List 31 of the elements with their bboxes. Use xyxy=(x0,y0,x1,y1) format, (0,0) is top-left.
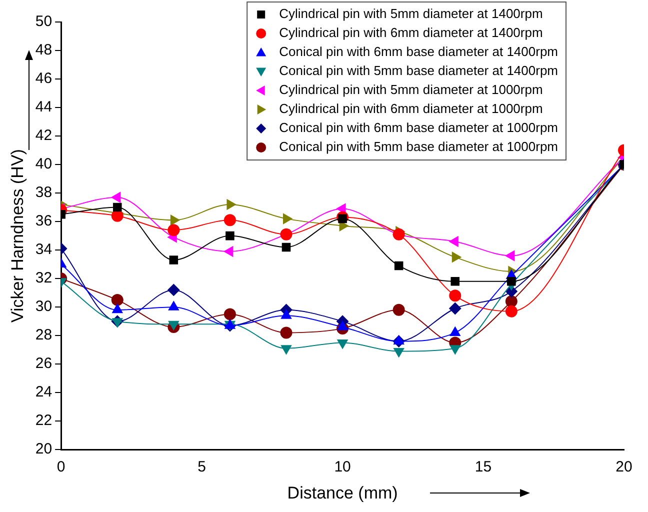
y-tick-label: 50 xyxy=(35,13,52,30)
y-tick-label: 36 xyxy=(35,212,52,230)
y-tick-label: 24 xyxy=(35,384,52,401)
y-axis-title: Vicker Harndness (HV) xyxy=(8,149,27,323)
x-tick-label: 10 xyxy=(334,458,351,476)
y-tick-label: 20 xyxy=(35,440,52,458)
legend-label: Cylindrical pin with 6mm diameter at 1400rpm xyxy=(279,25,543,40)
legend-label: Conical pin with 5mm base diameter at 1400rpm xyxy=(279,63,558,78)
y-tick-label: 32 xyxy=(35,270,52,287)
x-tick-label: 20 xyxy=(616,458,632,476)
y-tick-label: 46 xyxy=(35,70,52,88)
y-tick-label: 34 xyxy=(35,241,52,258)
y-tick-label: 38 xyxy=(35,184,52,202)
x-axis-title: Distance (mm) xyxy=(287,483,398,502)
y-tick-label: 44 xyxy=(35,98,52,116)
x-tick-label: 0 xyxy=(56,458,66,476)
y-tick-label: 28 xyxy=(35,326,52,344)
legend-label: Cylindrical pin with 5mm diameter at 1000rpm xyxy=(279,82,543,98)
y-tick-label: 22 xyxy=(35,412,52,430)
y-tick-label: 48 xyxy=(35,42,52,59)
legend-label: Conical pin with 6mm base diameter at 1000rpm xyxy=(279,120,558,136)
y-tick-label: 26 xyxy=(35,355,52,372)
legend-label: Conical pin with 5mm base diameter at 1000rpm xyxy=(279,139,558,154)
legend-label: Cylindrical pin with 6mm diameter at 1000rpm xyxy=(279,101,543,116)
legend-label: Cylindrical pin with 5mm diameter at 1400rpm xyxy=(279,6,543,22)
legend-label: Conical pin with 6mm base diameter at 1400rpm xyxy=(279,44,558,60)
y-tick-label: 30 xyxy=(35,298,52,316)
y-tick-label: 42 xyxy=(35,127,52,144)
y-tick-label: 40 xyxy=(35,156,52,173)
x-tick-label: 15 xyxy=(474,458,492,476)
x-tick-label: 5 xyxy=(198,458,206,476)
